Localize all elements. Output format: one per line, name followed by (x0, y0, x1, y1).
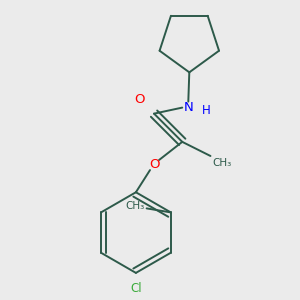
Text: CH₃: CH₃ (125, 201, 145, 212)
Text: Cl: Cl (130, 282, 142, 295)
Text: H: H (201, 104, 210, 117)
Text: O: O (149, 158, 159, 170)
Text: N: N (183, 101, 193, 114)
Text: O: O (135, 93, 145, 106)
Text: CH₃: CH₃ (212, 158, 232, 168)
